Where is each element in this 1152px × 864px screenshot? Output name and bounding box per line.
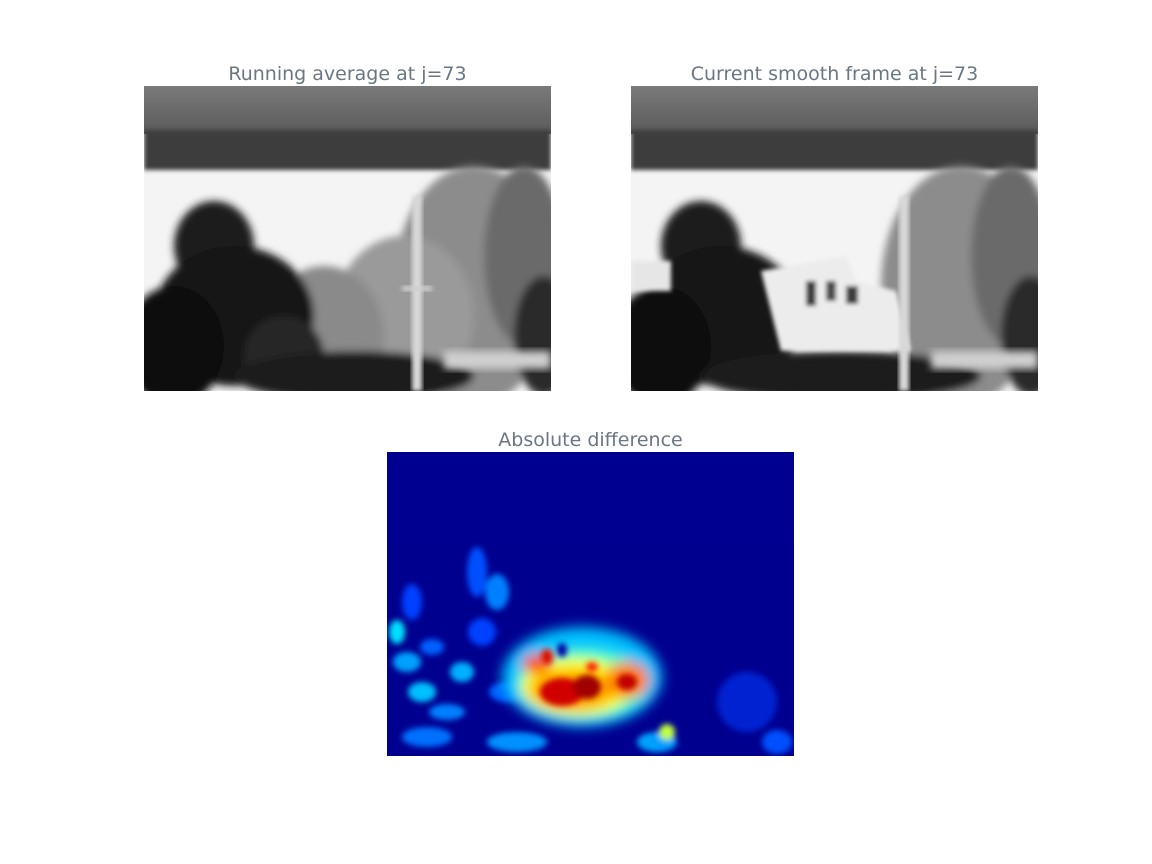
running-average-title: Running average at j=73 (228, 63, 467, 85)
difference-title: Absolute difference (498, 429, 683, 451)
running-average-image (144, 86, 551, 391)
current-frame-title: Current smooth frame at j=73 (690, 63, 979, 85)
difference-heatmap (387, 452, 794, 756)
current-frame-image (631, 86, 1038, 391)
